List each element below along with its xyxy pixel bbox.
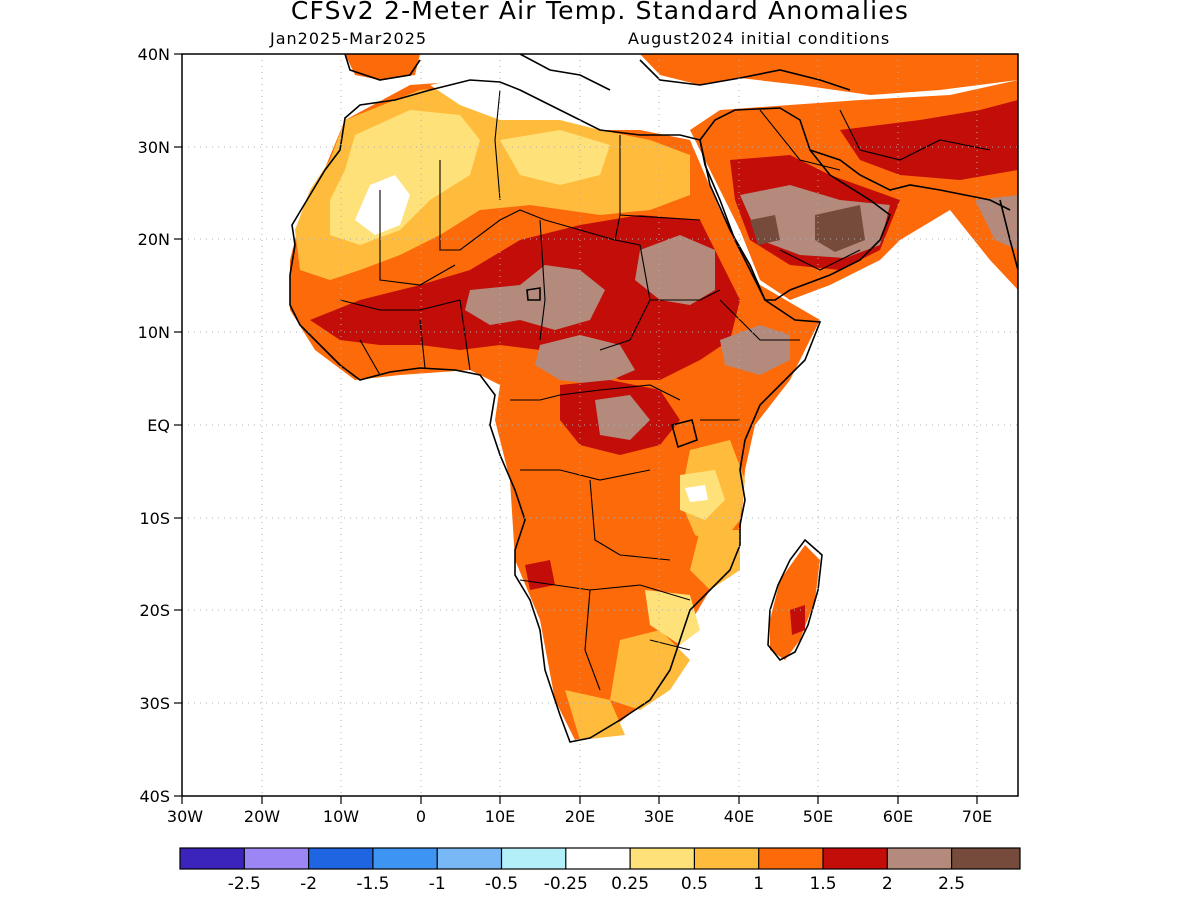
lat-label-eq: EQ (147, 416, 170, 435)
legend-label-9: 1 (753, 874, 764, 894)
shade-madagascar-15 (790, 605, 805, 635)
coast-arabia (699, 107, 891, 301)
lat-label-40s: 40S (139, 787, 170, 806)
chart-title: CFSv2 2-Meter Air Temp. Standard Anomali… (290, 0, 910, 25)
lon-label-50e: 50E (803, 807, 833, 826)
legend-label-12: 2.5 (938, 874, 965, 894)
lake-chad (526, 287, 541, 301)
legend-label-1: -2.5 (228, 874, 261, 894)
legend-swatch-7 (565, 848, 631, 869)
legend-swatch-8 (630, 848, 695, 869)
shade-ethiopia-2 (720, 325, 790, 375)
shade-angola-15 (525, 560, 555, 590)
legend-swatch-5 (437, 848, 502, 869)
legend-label-3: -1.5 (356, 874, 389, 894)
shade-chad-2 (535, 335, 635, 385)
initial-conditions: August2024 initial conditions (628, 29, 891, 48)
map-plot-area (182, 54, 1018, 796)
lat-label-20s: 20S (139, 601, 170, 620)
country-borders (339, 89, 991, 691)
shade-sudan-2 (635, 235, 715, 305)
legend-label-4: -1 (429, 874, 446, 894)
legend-swatch-4 (372, 848, 438, 869)
coast-gulf (809, 149, 1011, 211)
color-bar (179, 847, 1021, 870)
legend-swatch-6 (501, 848, 566, 869)
lon-label-10w: 10W (323, 807, 359, 826)
legend-swatch-12 (887, 848, 952, 869)
coast-europe (344, 54, 851, 91)
legend-label-7: 0.25 (611, 874, 649, 894)
legend-swatch-2 (244, 848, 309, 869)
lon-label-30e: 30E (644, 807, 674, 826)
anomaly-field (290, 54, 1018, 740)
legend-label-5: -0.5 (485, 874, 518, 894)
shade-southafrica-05 (610, 630, 690, 710)
legend-label-2: -2 (300, 874, 317, 894)
lon-label-10e: 10E (485, 807, 515, 826)
graticule (182, 54, 1018, 796)
shade-iran-15 (840, 100, 1018, 180)
lat-label-10n: 10N (138, 323, 170, 342)
legend-label-11: 2 (882, 874, 893, 894)
lon-label-20e: 20E (565, 807, 595, 826)
lon-label-60e: 60E (883, 807, 913, 826)
lat-label-10s: 10S (139, 509, 170, 528)
legend-swatch-3 (308, 848, 373, 869)
legend-swatch-13 (951, 848, 1020, 869)
forecast-period: Jan2025-Mar2025 (270, 29, 428, 48)
coast-africa (289, 79, 822, 743)
shade-sahel-2 (465, 265, 605, 330)
legend-swatch-10 (758, 848, 823, 869)
shade-eastafrica-white (685, 485, 708, 502)
lon-label-20w: 20W (244, 807, 280, 826)
legend-label-6: -0.25 (544, 874, 588, 894)
lat-label-20n: 20N (138, 230, 170, 249)
coast-madagascar (767, 538, 823, 662)
legend-swatch-11 (823, 848, 888, 869)
shade-iberia (345, 54, 420, 80)
latitude-axis (174, 53, 182, 797)
legend-swatch-1 (180, 848, 245, 869)
shade-southafrica-025 (645, 590, 700, 645)
shade-arabia-25b (750, 215, 780, 245)
shade-madagascar (770, 545, 820, 660)
lon-label-0: 0 (416, 807, 426, 826)
lat-label-40n: 40N (138, 45, 170, 64)
legend-label-10: 1.5 (809, 874, 836, 894)
lat-label-30n: 30N (138, 138, 170, 157)
lon-label-70e: 70E (962, 807, 992, 826)
lon-label-40e: 40E (724, 807, 754, 826)
lon-label-30w: 30W (167, 807, 203, 826)
shade-europe (640, 54, 1018, 95)
coast-india (999, 199, 1018, 271)
shade-arabia-25 (815, 205, 865, 252)
shade-libya-025 (500, 130, 610, 185)
shade-mozambique-05 (690, 530, 740, 590)
longitude-axis (181, 796, 978, 804)
coastlines (289, 54, 1018, 743)
legend-label-8: 0.5 (681, 874, 708, 894)
shade-congo-2 (595, 395, 650, 440)
shade-sahara-white (355, 175, 410, 235)
lake-victoria (671, 419, 698, 449)
legend-swatch-9 (694, 848, 759, 869)
lat-label-30s: 30S (139, 694, 170, 713)
